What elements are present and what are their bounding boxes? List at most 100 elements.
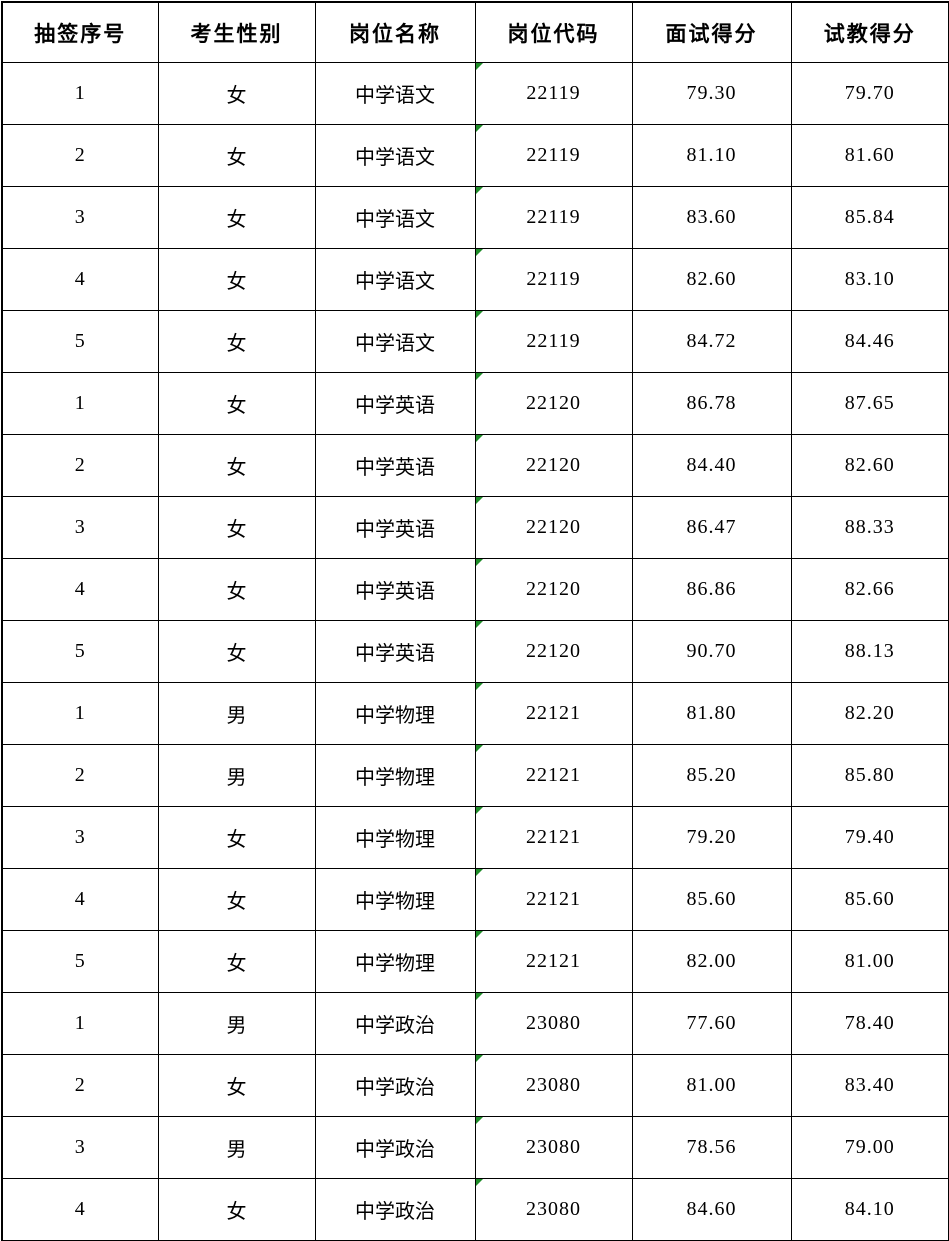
cell-value: 4 [74,888,86,910]
column-header-teaching-score: 试教得分 [790,1,949,63]
cell-value: 5 [74,950,86,972]
cell-value: 3 [74,826,86,848]
number-stored-as-text-icon [476,869,483,876]
cell-teaching-score: 84.10 [790,1178,949,1241]
cell-value: 77.60 [686,1012,737,1034]
cell-interview-score: 83.60 [631,186,792,249]
cell-value: 82.00 [686,950,737,972]
cell-draw-number: 2 [1,744,159,807]
cell-value: 女 [226,395,247,417]
cell-interview-score: 79.20 [631,806,792,869]
cell-value: 23080 [526,1198,581,1220]
cell-value: 1 [74,82,86,104]
cell-value: 2 [74,454,86,476]
number-stored-as-text-icon [476,63,483,70]
cell-value: 22119 [526,268,581,290]
cell-value: 83.60 [686,206,737,228]
cell-value: 84.72 [686,330,737,352]
cell-teaching-score: 85.80 [790,744,949,807]
cell-position-code: 22119 [474,124,633,187]
number-stored-as-text-icon [476,1055,483,1062]
cell-gender: 女 [157,62,316,125]
cell-value: 2 [74,764,86,786]
cell-position-code: 22119 [474,62,633,125]
cell-value: 女 [226,891,247,913]
cell-value: 男 [226,767,247,789]
cell-value: 82.60 [844,454,895,476]
number-stored-as-text-icon [476,993,483,1000]
cell-value: 中学语文 [355,271,435,293]
cell-value: 79.30 [686,82,737,104]
cell-value: 78.40 [844,1012,895,1034]
cell-value: 82.60 [686,268,737,290]
table-row: 4 女 中学物理 22121 85.60 85.60 [1,868,949,931]
cell-value: 中学英语 [355,581,435,603]
number-stored-as-text-icon [476,931,483,938]
cell-gender: 女 [157,186,316,249]
cell-value: 85.20 [686,764,737,786]
cell-value: 3 [74,206,86,228]
number-stored-as-text-icon [476,1117,483,1124]
number-stored-as-text-icon [476,125,483,132]
cell-value: 中学语文 [355,85,435,107]
cell-value: 85.80 [844,764,895,786]
table-row: 1 女 中学语文 22119 79.30 79.70 [1,62,949,125]
cell-value: 78.56 [686,1136,737,1158]
cell-value: 88.13 [844,640,895,662]
cell-interview-score: 82.60 [631,248,792,311]
table-row: 3 女 中学语文 22119 83.60 85.84 [1,186,949,249]
cell-value: 82.20 [844,702,895,724]
cell-position-code: 23080 [474,1178,633,1241]
cell-value: 22120 [526,454,581,476]
column-header-draw-number: 抽签序号 [1,1,159,63]
cell-position-code: 22121 [474,868,633,931]
cell-interview-score: 86.86 [631,558,792,621]
cell-value: 22121 [526,826,581,848]
table-row: 3 女 中学英语 22120 86.47 88.33 [1,496,949,559]
cell-value: 81.00 [686,1074,737,1096]
cell-value: 85.84 [844,206,895,228]
cell-gender: 女 [157,1054,316,1117]
cell-position-name: 中学政治 [314,1178,476,1241]
cell-position-name: 中学语文 [314,248,476,311]
number-stored-as-text-icon [476,187,483,194]
cell-value: 女 [226,829,247,851]
cell-value: 中学物理 [355,705,435,727]
table-row: 4 女 中学政治 23080 84.60 84.10 [1,1178,949,1241]
cell-value: 男 [226,705,247,727]
table-row: 3 女 中学物理 22121 79.20 79.40 [1,806,949,869]
cell-value: 4 [74,268,86,290]
table-row: 2 男 中学物理 22121 85.20 85.80 [1,744,949,807]
cell-value: 5 [74,330,86,352]
cell-position-code: 22121 [474,744,633,807]
cell-gender: 女 [157,806,316,869]
cell-value: 女 [226,85,247,107]
number-stored-as-text-icon [476,559,483,566]
cell-value: 中学语文 [355,147,435,169]
cell-gender: 女 [157,868,316,931]
cell-position-code: 22120 [474,496,633,559]
cell-interview-score: 79.30 [631,62,792,125]
cell-position-code: 22120 [474,558,633,621]
cell-teaching-score: 82.60 [790,434,949,497]
cell-teaching-score: 81.60 [790,124,949,187]
cell-interview-score: 84.72 [631,310,792,373]
cell-draw-number: 5 [1,620,159,683]
cell-value: 87.65 [844,392,895,414]
table-row: 4 女 中学语文 22119 82.60 83.10 [1,248,949,311]
cell-position-name: 中学物理 [314,930,476,993]
cell-value: 79.40 [844,826,895,848]
cell-gender: 女 [157,310,316,373]
cell-gender: 女 [157,620,316,683]
cell-value: 23080 [526,1074,581,1096]
number-stored-as-text-icon [476,745,483,752]
header-row: 抽签序号 考生性别 岗位名称 岗位代码 面试得分 试教得分 [1,1,949,63]
cell-value: 中学英语 [355,643,435,665]
cell-teaching-score: 79.00 [790,1116,949,1179]
cell-value: 女 [226,209,247,231]
cell-value: 79.00 [844,1136,895,1158]
table-row: 4 女 中学英语 22120 86.86 82.66 [1,558,949,621]
cell-value: 22119 [526,82,581,104]
cell-position-name: 中学英语 [314,496,476,559]
